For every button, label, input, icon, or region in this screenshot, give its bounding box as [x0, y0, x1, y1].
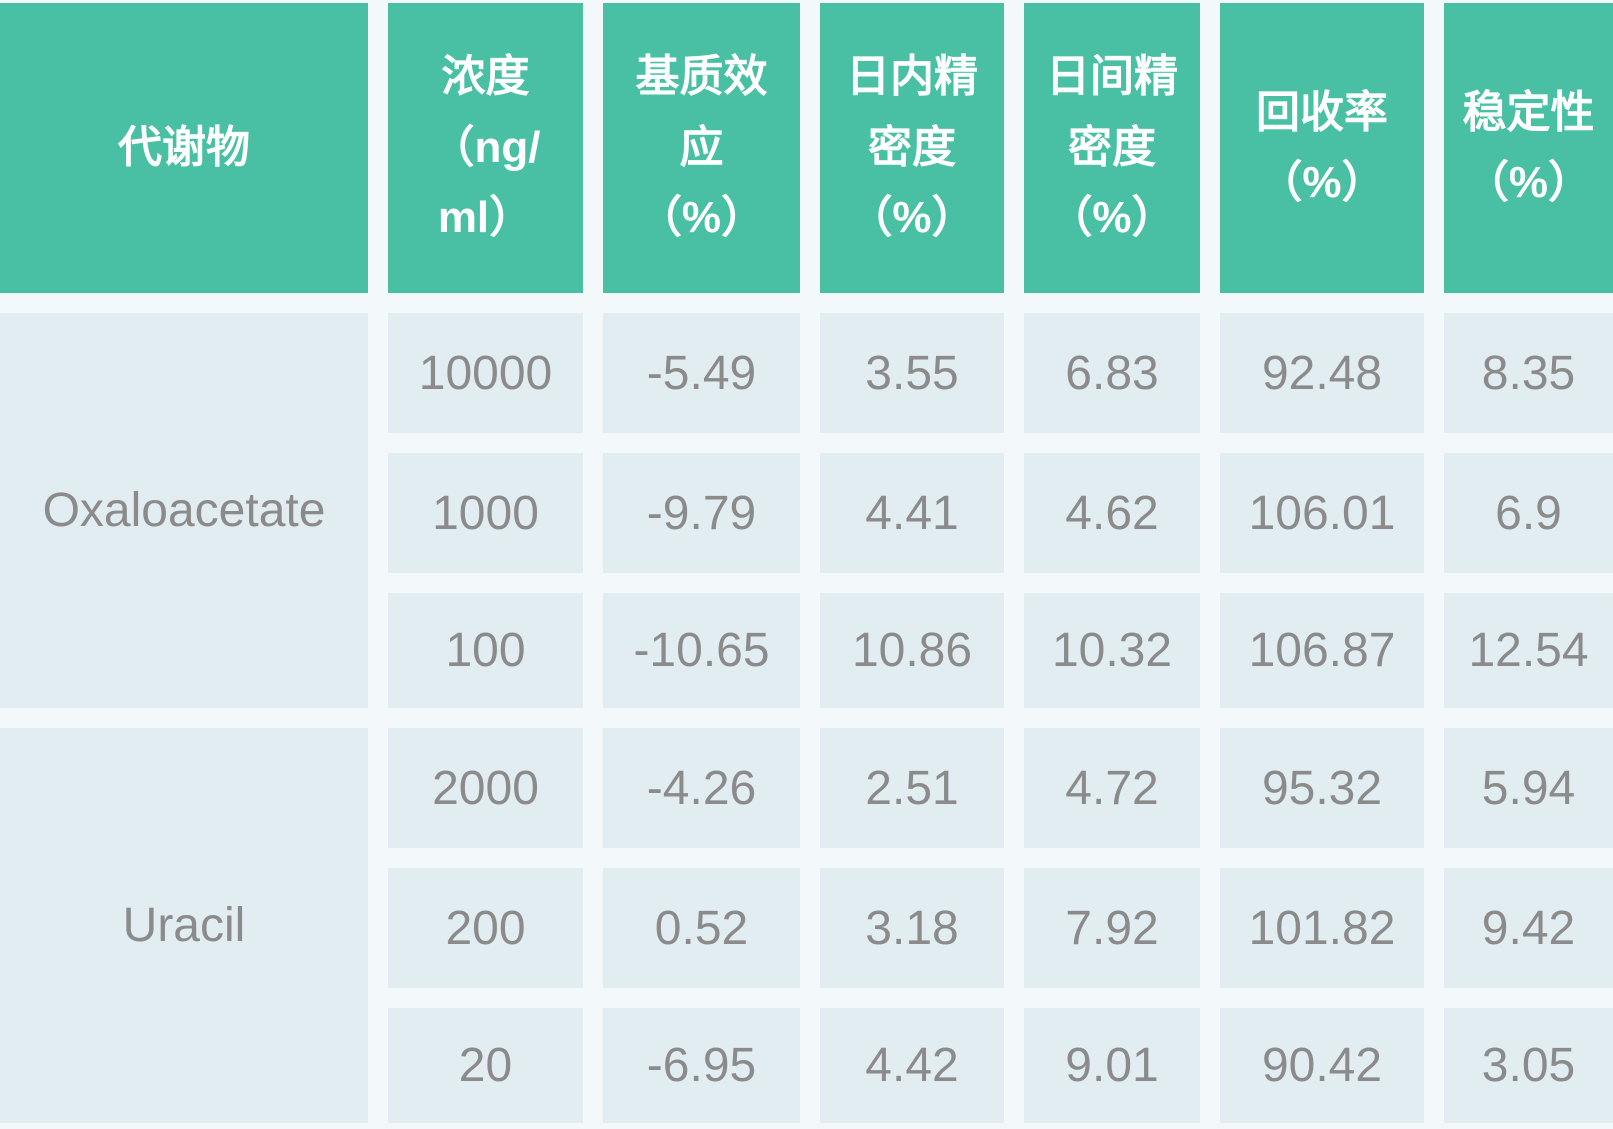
- cell-concentration: 1000: [388, 453, 583, 573]
- cell-intraday-precision: 3.55: [820, 313, 1004, 433]
- cell-stability: 8.35: [1444, 313, 1613, 433]
- header-recovery: 回收率 （%）: [1220, 3, 1424, 293]
- header-stability: 稳定性 （%）: [1444, 3, 1613, 293]
- cell-interday-precision: 6.83: [1024, 313, 1200, 433]
- cell-interday-precision: 4.72: [1024, 728, 1200, 848]
- cell-matrix-effect: -4.26: [603, 728, 800, 848]
- cell-interday-precision: 10.32: [1024, 593, 1200, 708]
- cell-matrix-effect: -5.49: [603, 313, 800, 433]
- header-matrix-effect: 基质效 应 （%）: [603, 3, 800, 293]
- header-interday-precision: 日间精 密度 （%）: [1024, 3, 1200, 293]
- header-metabolite: 代谢物: [0, 3, 368, 293]
- metabolite-cell-uracil: Uracil: [0, 728, 368, 1123]
- cell-stability: 9.42: [1444, 868, 1613, 988]
- cell-recovery: 101.82: [1220, 868, 1424, 988]
- cell-recovery: 92.48: [1220, 313, 1424, 433]
- cell-recovery: 106.87: [1220, 593, 1424, 708]
- cell-matrix-effect: -9.79: [603, 453, 800, 573]
- cell-matrix-effect: -6.95: [603, 1008, 800, 1123]
- cell-stability: 3.05: [1444, 1008, 1613, 1123]
- header-intraday-precision: 日内精 密度 （%）: [820, 3, 1004, 293]
- cell-recovery: 90.42: [1220, 1008, 1424, 1123]
- cell-intraday-precision: 3.18: [820, 868, 1004, 988]
- cell-concentration: 2000: [388, 728, 583, 848]
- cell-concentration: 10000: [388, 313, 583, 433]
- metabolite-cell-oxaloacetate: Oxaloacetate: [0, 313, 368, 708]
- cell-interday-precision: 9.01: [1024, 1008, 1200, 1123]
- cell-interday-precision: 7.92: [1024, 868, 1200, 988]
- cell-intraday-precision: 2.51: [820, 728, 1004, 848]
- cell-recovery: 106.01: [1220, 453, 1424, 573]
- cell-interday-precision: 4.62: [1024, 453, 1200, 573]
- cell-concentration: 20: [388, 1008, 583, 1123]
- cell-recovery: 95.32: [1220, 728, 1424, 848]
- header-concentration: 浓度 （ng/ ml）: [388, 3, 583, 293]
- cell-intraday-precision: 4.41: [820, 453, 1004, 573]
- cell-stability: 6.9: [1444, 453, 1613, 573]
- cell-stability: 12.54: [1444, 593, 1613, 708]
- cell-stability: 5.94: [1444, 728, 1613, 848]
- cell-concentration: 100: [388, 593, 583, 708]
- cell-intraday-precision: 4.42: [820, 1008, 1004, 1123]
- cell-concentration: 200: [388, 868, 583, 988]
- cell-intraday-precision: 10.86: [820, 593, 1004, 708]
- cell-matrix-effect: -10.65: [603, 593, 800, 708]
- cell-matrix-effect: 0.52: [603, 868, 800, 988]
